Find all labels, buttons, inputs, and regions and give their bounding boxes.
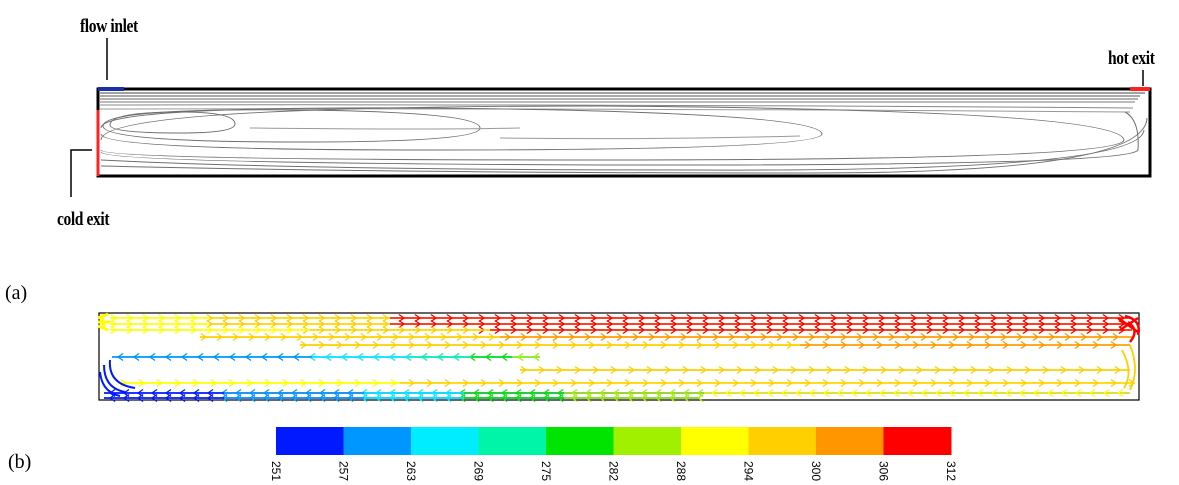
colorbar-tick-label: 251 <box>269 461 283 481</box>
cold-exit-leader <box>70 149 92 197</box>
colorbar-tick-label: 300 <box>809 461 823 481</box>
colorbar-segment <box>613 427 682 455</box>
colorbar-segment <box>748 427 817 455</box>
colorbar-tick-label: 282 <box>607 461 621 481</box>
contour-plot-panel <box>70 38 1152 197</box>
colorbar-tick-label: 263 <box>404 461 418 481</box>
right-wall-turn <box>1121 344 1136 391</box>
inlet-burst <box>97 312 110 332</box>
panel-a-label: (a) <box>5 282 28 304</box>
velocity-vector-field <box>97 312 1140 403</box>
hot-exit-label: hot exit <box>1108 48 1155 69</box>
temperature-colorbar: 251 257 263 269 275 282 288 294 300 306 312 <box>269 427 958 481</box>
colorbar-tick-label: 269 <box>472 461 486 481</box>
panel-b-label: (b) <box>8 451 32 473</box>
cold-exit-label: cold exit <box>57 209 110 230</box>
hot-exit-burst <box>1117 314 1140 343</box>
colorbar-tick-label: 275 <box>539 461 553 481</box>
colorbar-segment <box>478 427 547 455</box>
flow-inlet-label: flow inlet <box>80 16 138 37</box>
colorbar-segment <box>681 427 749 455</box>
colorbar-segment <box>546 427 614 455</box>
colorbar-tick-label: 294 <box>742 461 756 481</box>
colorbar-tick-label: 306 <box>877 461 891 481</box>
colorbar-tick-label: 288 <box>674 461 688 481</box>
vector-plot-panel <box>97 312 1140 403</box>
colorbar-segment <box>883 427 952 455</box>
cold-exit-swirl <box>99 359 136 397</box>
colorbar-segment <box>343 427 412 455</box>
contour-lines <box>99 92 1148 174</box>
colorbar-segment <box>411 427 479 455</box>
colorbar-tick-label: 312 <box>944 461 958 481</box>
colorbar-segment <box>276 427 344 455</box>
colorbar-segment <box>816 427 884 455</box>
colorbar-tick-label: 257 <box>337 461 351 481</box>
